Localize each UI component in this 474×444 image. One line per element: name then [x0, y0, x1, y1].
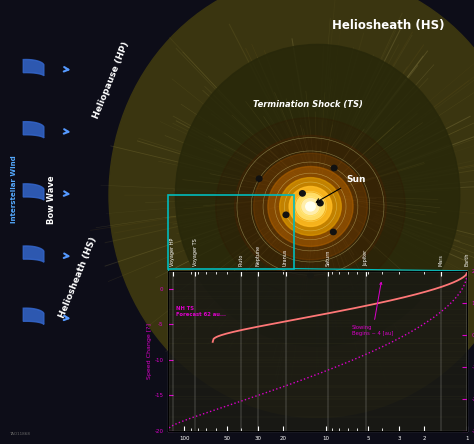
Text: Termination Shock (TS): Termination Shock (TS) — [253, 99, 363, 109]
Polygon shape — [23, 184, 44, 200]
Text: Heliosheath (HS): Heliosheath (HS) — [332, 19, 445, 32]
Circle shape — [296, 193, 325, 220]
Polygon shape — [23, 122, 44, 138]
Circle shape — [302, 198, 319, 214]
Circle shape — [268, 166, 353, 246]
Circle shape — [308, 273, 313, 278]
Polygon shape — [23, 308, 44, 325]
Text: Slowing
Begins ~ 4 [au]: Slowing Begins ~ 4 [au] — [352, 282, 393, 336]
Bar — [168, 195, 294, 269]
Text: Heliosheath (HS): Heliosheath (HS) — [58, 236, 99, 320]
X-axis label: Radial Distance [au]: Radial Distance [au] — [282, 443, 353, 444]
Circle shape — [254, 153, 367, 260]
Text: Sun: Sun — [316, 175, 365, 202]
Text: Heliopause (HP): Heliopause (HP) — [92, 40, 131, 120]
Text: NH TS
Forecast 62 au...: NH TS Forecast 62 au... — [176, 306, 226, 317]
Text: Interstellar Wind: Interstellar Wind — [11, 155, 17, 223]
Polygon shape — [23, 246, 44, 262]
Circle shape — [300, 191, 305, 196]
Ellipse shape — [175, 44, 460, 346]
Circle shape — [331, 165, 337, 170]
Circle shape — [256, 176, 262, 182]
Circle shape — [318, 200, 323, 206]
Circle shape — [235, 135, 386, 278]
Text: Bow Wave: Bow Wave — [47, 175, 55, 224]
Y-axis label: Speed Change [?]: Speed Change [?] — [146, 323, 152, 379]
Circle shape — [289, 186, 332, 226]
Circle shape — [216, 118, 405, 295]
Text: TAO11868: TAO11868 — [9, 432, 30, 436]
Circle shape — [330, 229, 336, 234]
Ellipse shape — [109, 0, 474, 417]
Circle shape — [280, 178, 341, 235]
Circle shape — [306, 202, 315, 211]
Circle shape — [283, 212, 289, 218]
Polygon shape — [23, 59, 44, 76]
